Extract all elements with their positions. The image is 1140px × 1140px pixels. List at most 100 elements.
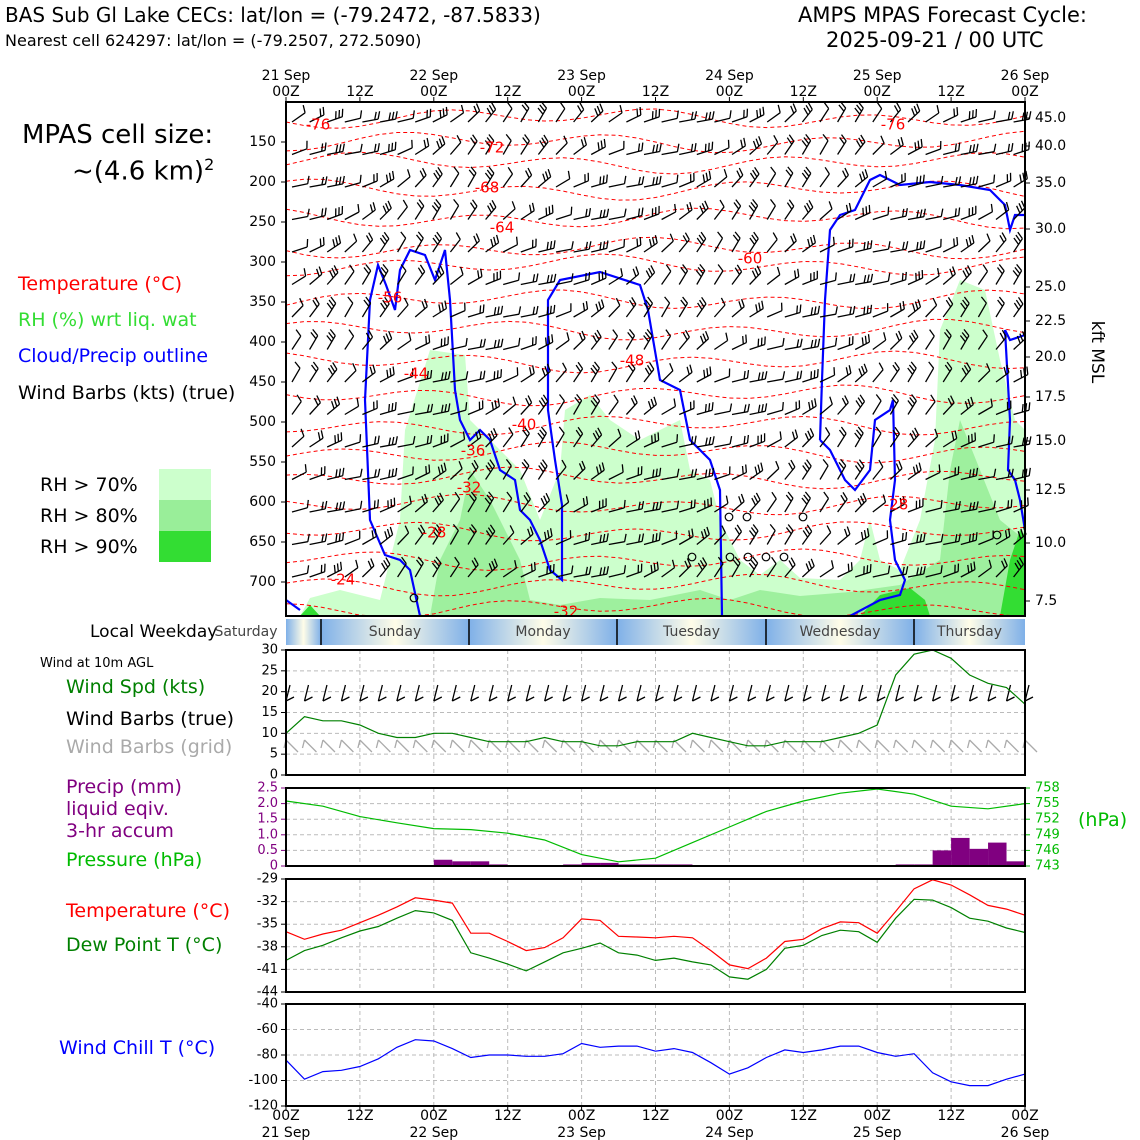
legend-rh70-swatch [159, 469, 211, 500]
wind-panel-ytick-label: 15 [261, 705, 278, 720]
wind-barb [344, 329, 355, 350]
wind-barb [608, 268, 624, 286]
wind-barb [978, 559, 992, 578]
cloud-outline [363, 399, 422, 617]
surface-barb-true [303, 684, 313, 702]
kft-tick-label: 25.0 [1035, 279, 1066, 295]
wind-barb [626, 236, 642, 253]
wind-barb [537, 168, 552, 188]
wind-barb [643, 108, 661, 123]
wind-barb [467, 304, 485, 318]
temp-contour [285, 493, 1026, 516]
surface-barb-true [876, 684, 886, 702]
wind-barb [450, 431, 466, 448]
wind-barb [432, 336, 449, 351]
wind-barb [661, 530, 678, 546]
legend-rh80-swatch [159, 500, 211, 531]
wind-barb [837, 273, 856, 286]
wind-barb [362, 364, 376, 383]
wind-barb [432, 136, 446, 155]
wind-barb [819, 236, 835, 253]
main-title: BAS Sub Gl Lake CECs: lat/lon = (-79.247… [5, 3, 541, 27]
temp-contour-label: -60 [738, 250, 763, 268]
wind-barb [942, 297, 954, 318]
wind-barb [714, 332, 729, 351]
wind-barb [802, 305, 821, 318]
wind-barb [309, 328, 319, 350]
wind-barb [854, 426, 864, 448]
wind-barb [362, 202, 376, 221]
surface-barb-true [451, 684, 461, 702]
wind-barb [450, 302, 466, 318]
wind-barb [643, 362, 655, 383]
wind-barb [801, 491, 811, 513]
wind-barb [837, 134, 847, 155]
wind-barb [344, 559, 359, 578]
wind-barb [309, 500, 328, 513]
weekday-name: Thursday [936, 624, 1002, 640]
wind-barb [362, 143, 380, 156]
surface-barb-true [765, 684, 775, 702]
surface-barb-true [950, 684, 960, 702]
wind-barb [449, 198, 460, 220]
wind-barb [520, 101, 530, 123]
wind-barb [573, 137, 588, 156]
precip-bar [932, 850, 952, 866]
wind-barb [907, 498, 924, 513]
wind-barb [397, 199, 408, 220]
wind-barb [309, 430, 324, 448]
wind-barb [309, 142, 327, 156]
wind-barb [361, 558, 375, 578]
wind-barb [485, 199, 497, 220]
legend-barbs: Wind Barbs (kts) (true) [18, 382, 236, 404]
surface-barb-true [654, 684, 664, 702]
pressure-tick-label: 500 [249, 414, 276, 430]
wind-barb [449, 232, 461, 253]
wind-barb [978, 468, 997, 481]
wind-barb [890, 566, 909, 578]
wind-barb [837, 101, 847, 123]
wind-barb [379, 170, 395, 188]
precip-panel-ytick-label: 2.5 [257, 781, 278, 796]
wind-barb [362, 435, 380, 448]
wind-barb [837, 202, 852, 221]
wind-barb [379, 231, 390, 253]
wind-barb [907, 533, 926, 546]
wind-barb [484, 134, 495, 155]
time-label-date-bottom: 22 Sep [409, 1125, 458, 1140]
wind-barb [925, 329, 935, 350]
temp-contour [285, 466, 1026, 490]
wind-barb [590, 498, 607, 513]
wind-barb [731, 524, 743, 545]
wind-barb [695, 263, 706, 285]
wind-barb [432, 492, 444, 513]
wind-barb [327, 143, 345, 156]
wind-barb [414, 167, 427, 188]
wind-barb [748, 198, 759, 220]
time-label-date-top: 22 Sep [409, 68, 458, 84]
wind-barb [379, 497, 396, 513]
wind-barb [590, 138, 606, 156]
wind-barb [890, 241, 909, 253]
temp-contour [285, 597, 1026, 617]
wind-barb [520, 562, 536, 578]
cloud-outline [819, 399, 907, 617]
chill-panel-ytick-label: -120 [248, 1099, 278, 1114]
legend-cloud: Cloud/Precip outline [18, 345, 209, 367]
wind-barb [573, 393, 583, 415]
surface-barb-grid [985, 739, 1001, 753]
wind-barb [309, 106, 325, 123]
wind-barb [713, 231, 724, 253]
temp-contour [285, 253, 1026, 277]
wind-barb [626, 500, 645, 513]
wind-barb [837, 458, 847, 480]
kft-tick-label: 45.0 [1035, 110, 1066, 126]
wind-barb [485, 270, 502, 286]
surface-barb-true [414, 684, 424, 702]
wind-barb [309, 361, 319, 383]
wind-barb [749, 300, 764, 318]
wind-barb [661, 233, 674, 253]
wind-barb [819, 272, 837, 286]
wind-barb [837, 426, 847, 448]
wind-barb [309, 466, 326, 481]
